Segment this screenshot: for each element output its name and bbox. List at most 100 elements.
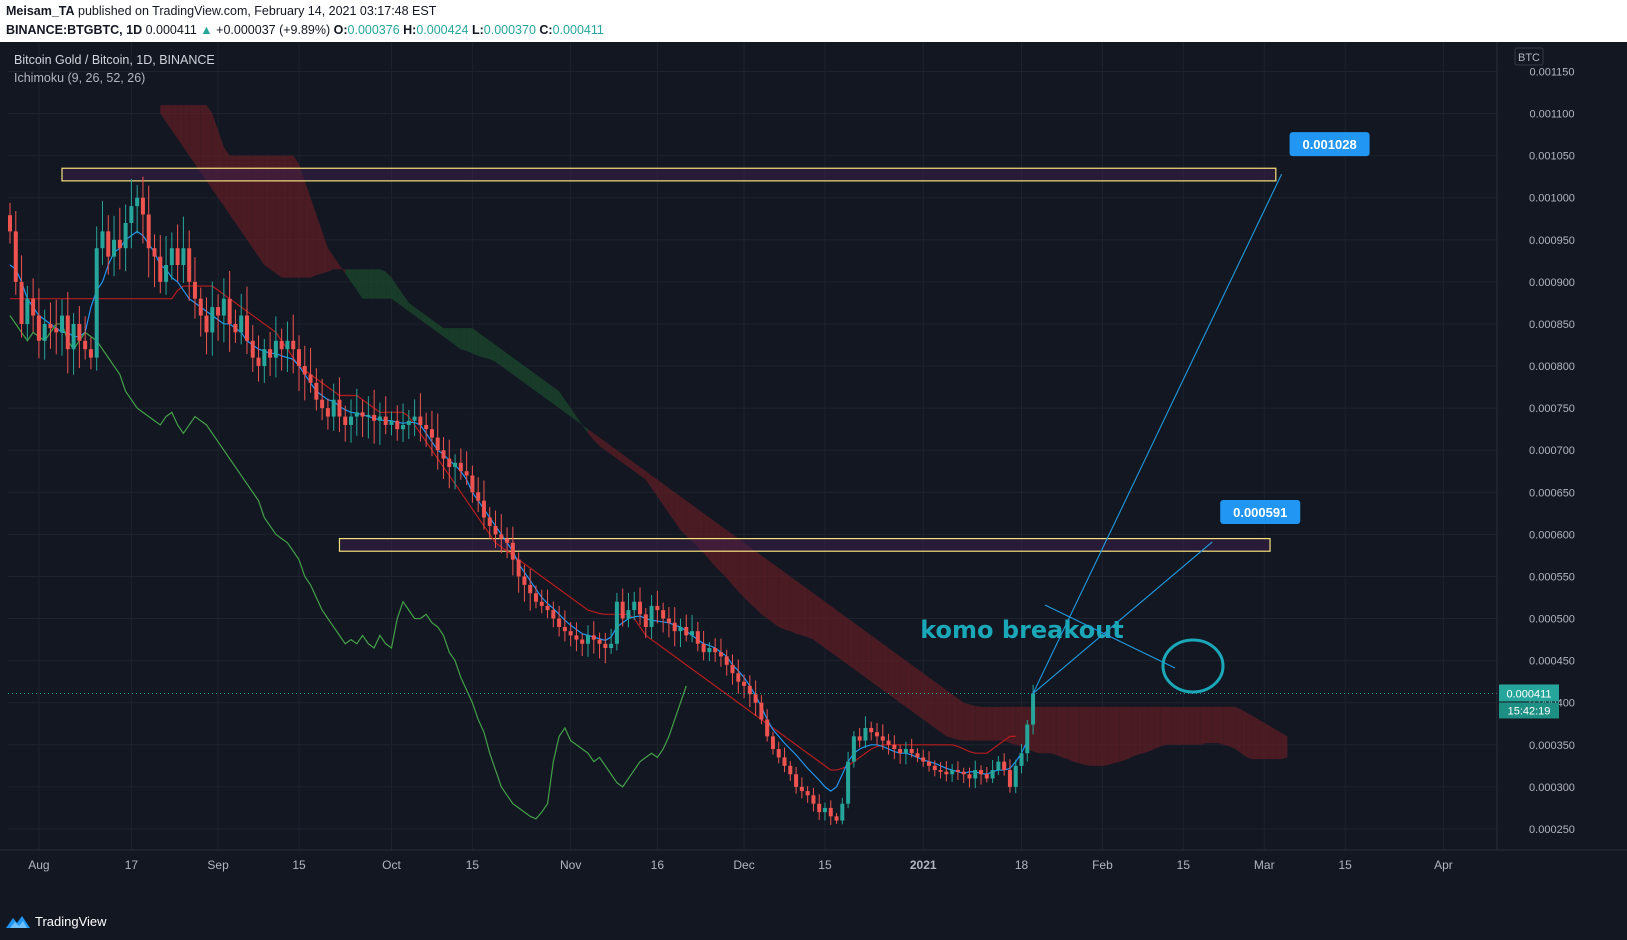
cloud-segment: [1264, 722, 1271, 760]
tradingview-logo[interactable]: TradingView: [6, 914, 107, 929]
candle-body: [31, 298, 36, 316]
cloud-segment: [524, 366, 531, 388]
cloud-segment: [651, 475, 658, 497]
cloud-segment: [865, 631, 872, 682]
cloud-segment: [900, 656, 906, 707]
candle-body: [447, 458, 452, 468]
cloud-segment: [1044, 706, 1051, 754]
candle-body: [539, 601, 544, 606]
cloud-segment: [1004, 706, 1010, 744]
cloud-segment: [1200, 706, 1207, 745]
candle-body: [892, 744, 897, 749]
cloud-segment: [1113, 706, 1120, 764]
candle-body: [545, 605, 550, 611]
candle-body: [441, 450, 446, 459]
x-tick-label: 15: [466, 858, 480, 872]
candle-body: [811, 795, 816, 804]
cloud-segment: [1154, 706, 1161, 749]
cloud-segment: [952, 694, 958, 740]
cloud-segment: [801, 584, 808, 638]
candle-body: [8, 215, 12, 232]
cloud-segment: [547, 382, 554, 404]
x-tick-label: Apr: [1434, 858, 1453, 872]
candle-body: [354, 412, 359, 417]
cloud-segment: [483, 336, 490, 360]
candle-body: [742, 681, 747, 686]
cloud-segment: [1142, 706, 1149, 754]
candle-body: [840, 803, 845, 821]
cloud-segment: [680, 496, 687, 537]
candle-body: [690, 631, 695, 636]
cloud-segment: [420, 311, 427, 324]
cloud-segment: [1281, 733, 1288, 760]
candle-body: [192, 281, 197, 299]
cloud-segment: [940, 685, 947, 737]
price-change: +0.000037 (+9.89%): [216, 23, 331, 37]
candle-body: [944, 771, 949, 775]
cloud-segment: [171, 105, 178, 139]
candle-body: [117, 239, 122, 249]
low-value: 0.000370: [483, 23, 536, 37]
x-tick-label: 15: [818, 858, 832, 872]
cloud-segment: [1171, 706, 1178, 745]
x-tick-label: 15: [292, 858, 306, 872]
cloud-segment: [281, 155, 288, 278]
cloud-segment: [368, 269, 375, 299]
candle-body: [1025, 724, 1030, 754]
candle-body: [100, 231, 105, 249]
candle-body: [464, 471, 469, 476]
cloud-segment: [1212, 706, 1219, 744]
candle-body: [181, 248, 186, 266]
cloud-segment: [634, 462, 641, 476]
candle-body: [505, 538, 510, 543]
candle-body: [239, 315, 244, 333]
candle-body: [314, 382, 319, 400]
cloud-segment: [1137, 706, 1143, 755]
x-tick-label: Dec: [733, 858, 754, 872]
candle-body: [765, 719, 770, 737]
candle-body: [979, 770, 984, 775]
cloud-segment: [599, 437, 606, 451]
candle-body: [927, 761, 932, 766]
cloud-segment: [495, 345, 502, 367]
candle-body: [909, 749, 914, 754]
candle-body: [135, 197, 140, 207]
cloud-segment: [299, 164, 305, 278]
indicator-legend[interactable]: Ichimoku (9, 26, 52, 26): [14, 71, 146, 85]
y-tick-label: 0.000300: [1529, 782, 1575, 794]
candle-body: [169, 248, 174, 266]
cloud-segment: [1131, 706, 1138, 758]
candle-body: [747, 685, 752, 695]
x-tick-label: 16: [651, 858, 665, 872]
candle-body: [140, 197, 145, 215]
cloud-segment: [859, 626, 866, 678]
countdown-value: 15:42:19: [1508, 705, 1551, 717]
candle-body: [990, 770, 995, 779]
cloud-segment: [1189, 706, 1195, 745]
price-chart[interactable]: 0.001028 0.000591 komo breakout 0.001150 0.0…: [0, 42, 1627, 914]
cloud-segment: [356, 269, 363, 299]
candle-body: [620, 601, 625, 619]
symbol-legend: Bitcoin Gold / Bitcoin, 1D, BINANCE: [14, 53, 215, 67]
author-name[interactable]: Meisam_TA: [6, 4, 75, 18]
candle-body: [221, 298, 226, 316]
candle-body: [724, 656, 729, 665]
chikou-line: [9, 315, 687, 820]
x-tick-label: 17: [125, 858, 139, 872]
candle-body: [94, 248, 99, 358]
cloud-segment: [911, 664, 918, 716]
candle-body: [967, 774, 972, 779]
chart-panel[interactable]: 0.001028 0.000591 komo breakout 0.001150 0.0…: [0, 42, 1627, 914]
cloud-segment: [784, 572, 791, 632]
cloud-segment: [310, 197, 317, 278]
candle-body: [227, 298, 232, 324]
symbol-label: BINANCE:BTGBTC, 1D: [6, 23, 143, 37]
candle-body: [955, 770, 960, 772]
candle-body: [510, 542, 515, 560]
cloud-segment: [1160, 706, 1166, 747]
resistance-zone: [338, 537, 1271, 552]
candle-body: [759, 702, 764, 720]
cloud-segment: [1090, 706, 1097, 766]
cloud-segment: [622, 454, 629, 468]
candle-body: [146, 214, 151, 249]
